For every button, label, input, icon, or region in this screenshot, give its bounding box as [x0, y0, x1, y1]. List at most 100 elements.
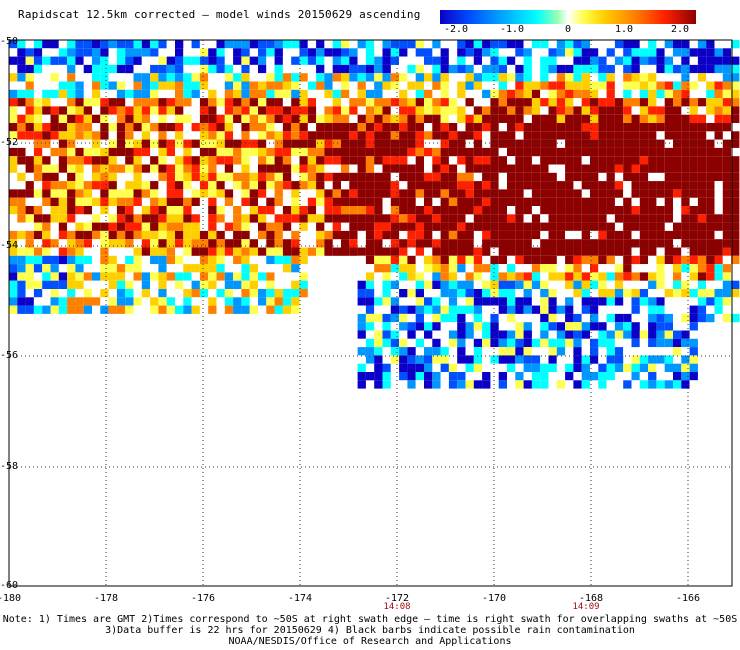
wind-cell — [67, 297, 76, 306]
wind-cell — [116, 206, 126, 215]
wind-cell — [548, 313, 557, 323]
wind-cell — [490, 156, 499, 165]
wind-cell — [424, 172, 433, 182]
wind-cell — [108, 247, 117, 256]
wind-cell — [258, 73, 267, 82]
wind-cell — [249, 147, 258, 157]
wind-cell — [448, 289, 458, 298]
wind-cell — [490, 222, 499, 231]
wind-cell — [614, 280, 624, 289]
wind-cell — [448, 280, 458, 289]
wind-cell — [498, 222, 507, 231]
wind-cell — [540, 363, 549, 372]
wind-cell — [407, 239, 416, 248]
wind-cell — [731, 106, 740, 115]
wind-cell — [507, 280, 516, 289]
wind-cell — [125, 280, 134, 289]
wind-cell — [556, 73, 566, 82]
wind-cell — [274, 289, 283, 298]
wind-cell — [92, 73, 101, 82]
wind-cell — [108, 89, 117, 99]
wind-cell — [523, 89, 532, 99]
wind-cell — [415, 131, 424, 140]
wind-cell — [731, 222, 740, 231]
wind-cell — [424, 380, 433, 389]
wind-cell — [191, 156, 200, 165]
wind-cell — [75, 214, 84, 223]
wind-cell — [224, 164, 234, 173]
wind-cell — [374, 147, 383, 157]
wind-cell — [697, 289, 707, 298]
wind-cell — [100, 98, 109, 107]
wind-cell — [432, 106, 441, 115]
wind-cell — [382, 313, 391, 323]
wind-cell — [365, 172, 375, 182]
wind-cell — [598, 131, 607, 140]
wind-cell — [540, 156, 549, 165]
wind-cell — [83, 73, 92, 82]
wind-cell — [249, 123, 258, 132]
wind-cell — [83, 56, 92, 65]
wind-cell — [407, 230, 416, 240]
wind-cell — [590, 123, 599, 132]
wind-cell — [706, 289, 715, 298]
wind-cell — [457, 272, 466, 281]
wind-cell — [266, 98, 275, 107]
wind-cell — [67, 264, 76, 273]
wind-cell — [365, 347, 375, 356]
wind-cell — [357, 380, 366, 389]
wind-cell — [664, 264, 673, 273]
wind-cell — [614, 40, 624, 49]
wind-cell — [75, 297, 84, 306]
wind-cell — [108, 40, 117, 49]
wind-cell — [407, 355, 416, 364]
wind-cell — [100, 297, 109, 306]
wind-cell — [498, 114, 507, 123]
wind-cell — [374, 255, 383, 265]
wind-cell — [639, 123, 649, 132]
wind-cell — [249, 73, 258, 82]
wind-cell — [241, 222, 250, 231]
wind-cell — [623, 239, 632, 248]
wind-cell — [282, 222, 292, 231]
wind-cell — [407, 139, 416, 148]
wind-cell — [191, 197, 200, 206]
wind-cell — [531, 363, 541, 372]
wind-cell — [249, 139, 258, 148]
wind-cell — [341, 197, 350, 206]
wind-cell — [722, 197, 732, 206]
wind-cell — [432, 73, 441, 82]
wind-cell — [249, 305, 258, 314]
wind-cell — [681, 338, 690, 348]
wind-cell — [424, 206, 433, 215]
wind-cell — [656, 139, 665, 148]
wind-cell — [299, 114, 308, 123]
wind-cell — [191, 247, 200, 256]
wind-cell — [714, 40, 723, 49]
wind-cell — [258, 131, 267, 140]
wind-cell — [590, 64, 599, 74]
lat-label: -54 — [0, 240, 19, 251]
wind-cell — [25, 56, 34, 65]
wind-cell — [614, 106, 624, 115]
wind-cell — [382, 297, 391, 306]
wind-cell — [573, 139, 582, 148]
wind-cell — [390, 139, 400, 148]
wind-cell — [9, 297, 18, 306]
wind-cell — [324, 147, 333, 157]
wind-cell — [365, 106, 375, 115]
wind-cell — [606, 106, 615, 115]
wind-cell — [175, 255, 184, 265]
wind-cell — [573, 214, 582, 223]
wind-cell — [424, 280, 433, 289]
wind-cell — [224, 214, 234, 223]
wind-cell — [224, 297, 234, 306]
wind-cell — [50, 264, 59, 273]
wind-cell — [199, 255, 209, 265]
wind-cell — [689, 338, 698, 348]
wind-cell — [141, 98, 151, 107]
wind-cell — [407, 297, 416, 306]
wind-cell — [291, 272, 300, 281]
wind-cell — [631, 338, 640, 348]
wind-cell — [166, 189, 175, 198]
